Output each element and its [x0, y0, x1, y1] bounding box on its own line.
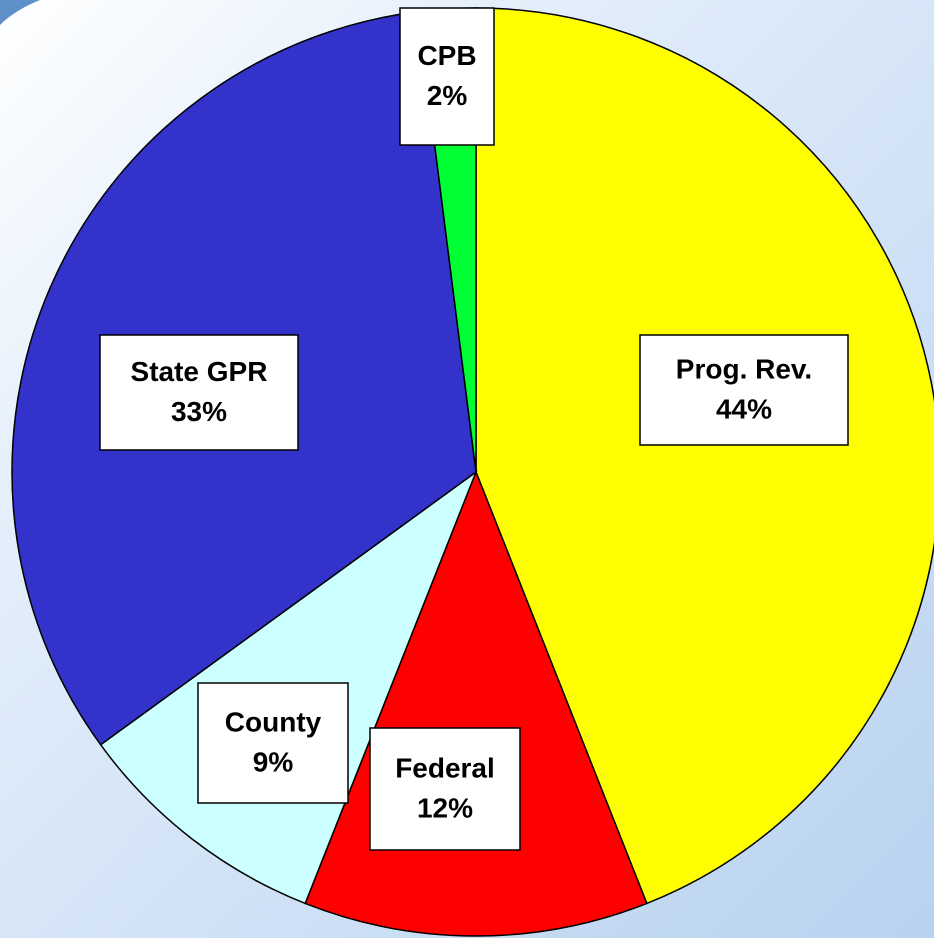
- label-box: [639, 334, 849, 446]
- slice-value-label: 9%: [253, 746, 294, 777]
- slice-category: Prog. Rev.: [676, 353, 812, 384]
- label-box: [369, 727, 521, 851]
- label-box: [399, 7, 495, 146]
- slice-value-label: 44%: [716, 393, 772, 424]
- slice-value-label: 33%: [171, 396, 227, 427]
- pie-slice: [475, 7, 934, 905]
- slice-category: CPB: [417, 40, 476, 71]
- label-box: [99, 334, 299, 451]
- slice-category: Federal: [395, 752, 495, 783]
- label-box: [197, 682, 349, 804]
- slice-category: State GPR: [131, 356, 268, 387]
- slice-category: County: [225, 706, 322, 737]
- swoosh: [0, 0, 40, 25]
- slice-value-label: 12%: [417, 792, 473, 823]
- slice-value-label: 2%: [427, 80, 468, 111]
